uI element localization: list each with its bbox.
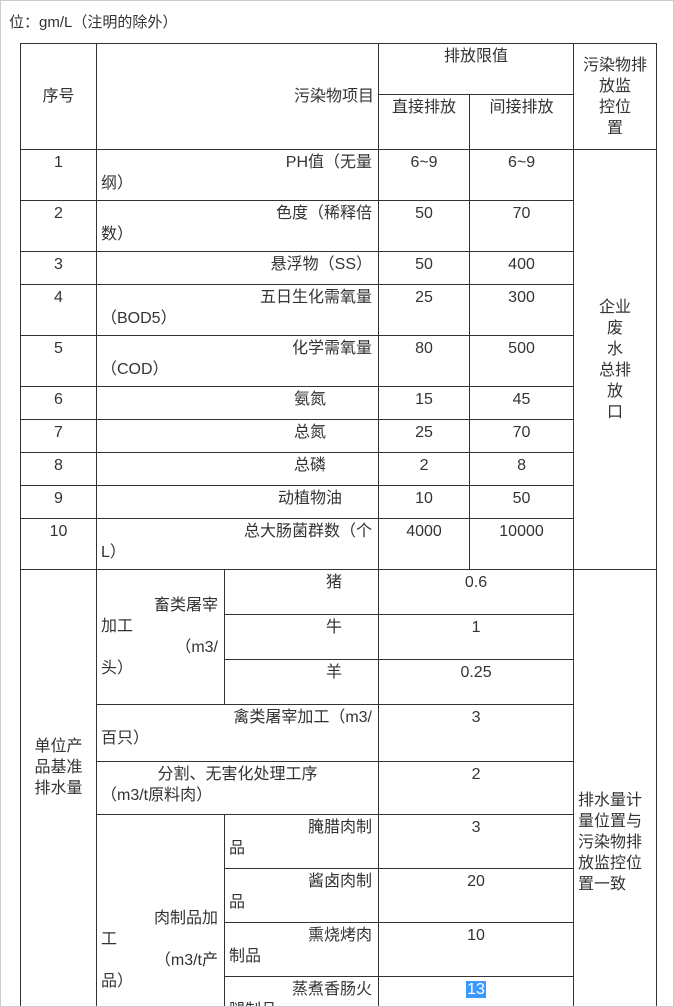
- pollutant-item: 悬浮物（SS）: [95, 251, 380, 285]
- direct-limit: 25: [378, 284, 471, 336]
- livestock-slaughter-cell: 畜类屠宰 加工 （m3/头）: [96, 569, 225, 705]
- table-row: 分割、无害化处理工序 （m3/t原料肉） 2: [21, 761, 657, 815]
- pollutant-item: 色度（稀释倍 数）: [95, 200, 380, 252]
- indirect-limit: 8: [469, 452, 575, 486]
- segmentation-cell: 分割、无害化处理工序 （m3/t原料肉）: [95, 761, 380, 815]
- direct-limit: 25: [378, 419, 471, 453]
- pollutant-item: 总磷: [95, 452, 380, 486]
- pollutant-item: 五日生化需氧量 （BOD5）: [95, 284, 380, 336]
- indirect-limit: 70: [469, 200, 575, 252]
- animal-type: 猪: [223, 569, 380, 615]
- direct-limit: 2: [378, 452, 471, 486]
- meat-product-type: 熏烧烤肉 制品: [223, 922, 380, 977]
- row-no: 1: [20, 149, 97, 201]
- direct-limit: 50: [378, 200, 471, 252]
- meat-product-type: 蒸煮香肠火腿制品: [223, 976, 380, 1006]
- drainage-measure-note: 排水量计 量位置与 污染物排 放监控位 置一致: [573, 569, 658, 1006]
- poultry-slaughter-cell: 禽类屠宰加工（m3/百只）: [95, 704, 380, 762]
- baseline-value: 2: [378, 761, 575, 815]
- discharge-standards-table: 序号 污染物项目 排放限值 污染物排 放监 控位 置 直接排放 间接排放 1 P…: [20, 43, 658, 1006]
- row-no: 6: [20, 386, 97, 420]
- meat-product-type: 酱卤肉制品: [223, 868, 380, 923]
- table-row: 7 总氮 25 70: [20, 419, 657, 453]
- row-no: 5: [20, 335, 97, 387]
- header-no: 序号: [20, 43, 97, 150]
- baseline-value: 3: [378, 814, 575, 869]
- table-row: 禽类屠宰加工（m3/百只） 3: [21, 704, 657, 762]
- header-direct: 直接排放: [378, 94, 471, 150]
- row-no: 9: [20, 485, 97, 519]
- baseline-value: 10: [378, 922, 575, 977]
- table-row: 蒸煮香肠火腿制品 13: [21, 976, 657, 1006]
- table-row: 4 五日生化需氧量 （BOD5） 25 300: [20, 284, 657, 336]
- header-limits: 排放限值: [378, 43, 575, 95]
- table-row: 10 总大肠菌群数（个 L） 4000 10000: [20, 518, 657, 570]
- row-no: 10: [20, 518, 97, 570]
- table-row: 羊 0.25: [21, 659, 657, 705]
- row-no: 4: [20, 284, 97, 336]
- table-row: 9 动植物油 10 50: [20, 485, 657, 519]
- pollutant-item: 动植物油: [95, 485, 380, 519]
- outfall-note: 企业 废 水 总排 放 口: [573, 149, 658, 570]
- direct-limit: 15: [378, 386, 471, 420]
- pollutant-item: 化学需氧量 （COD）: [95, 335, 380, 387]
- table-row: 酱卤肉制品 20: [21, 868, 657, 923]
- pollutant-item: PH值（无量 纲）: [95, 149, 380, 201]
- pollutant-item: 氨氮: [95, 386, 380, 420]
- indirect-limit: 300: [469, 284, 575, 336]
- header-monitor-position: 污染物排 放监 控位 置: [573, 43, 658, 150]
- table-row: 1 PH值（无量 纲） 6~9 6~9 企业 废 水 总排 放 口: [20, 149, 658, 570]
- indirect-limit: 45: [469, 386, 575, 420]
- direct-limit: 4000: [378, 518, 471, 570]
- baseline-value: 0.6: [378, 569, 575, 615]
- selected-value[interactable]: 13: [466, 981, 486, 998]
- header-row-1: 序号 污染物项目 排放限值 污染物排 放监 控位 置: [20, 43, 658, 150]
- indirect-limit: 6~9: [469, 149, 575, 201]
- indirect-limit: 70: [469, 419, 575, 453]
- baseline-value-selected: 13: [378, 976, 575, 1006]
- pollutant-item: 总氮: [95, 419, 380, 453]
- header-row-2: 直接排放 间接排放: [21, 94, 657, 150]
- animal-type: 牛: [223, 614, 380, 660]
- header-item: 污染物项目: [95, 43, 380, 150]
- direct-limit: 6~9: [378, 149, 471, 201]
- direct-limit: 10: [378, 485, 471, 519]
- unit-note: 位：gm/L（注明的除外）: [9, 14, 178, 31]
- pollutant-item: 总大肠菌群数（个 L）: [95, 518, 380, 570]
- direct-limit: 80: [378, 335, 471, 387]
- indirect-limit: 500: [469, 335, 575, 387]
- baseline-label: 单位产 品基准 排水量: [20, 569, 97, 1006]
- table-row: 熏烧烤肉 制品 10: [21, 922, 657, 977]
- row-no: 2: [20, 200, 97, 252]
- header-indirect: 间接排放: [469, 94, 575, 150]
- table-row: 8 总磷 2 8: [20, 452, 657, 486]
- direct-limit: 50: [378, 251, 471, 285]
- baseline-value: 3: [378, 704, 575, 762]
- baseline-value: 0.25: [378, 659, 575, 705]
- table-row: 肉制品加工（m3/t产 品） 腌腊肉制品 3: [21, 814, 657, 1006]
- table-row: 5 化学需氧量 （COD） 80 500: [20, 335, 657, 387]
- indirect-limit: 10000: [469, 518, 575, 570]
- indirect-limit: 50: [469, 485, 575, 519]
- baseline-value: 1: [378, 614, 575, 660]
- table-row: 牛 1: [21, 614, 657, 660]
- table-row: 单位产 品基准 排水量 畜类屠宰 加工 （m3/头） 猪 0.6 排水量计 量位置与…: [20, 569, 658, 1006]
- table-row: 3 悬浮物（SS） 50 400: [20, 251, 657, 285]
- row-no: 7: [20, 419, 97, 453]
- row-no: 8: [20, 452, 97, 486]
- meat-processing-cell: 肉制品加工（m3/t产 品）: [96, 814, 225, 1006]
- table-row: 2 色度（稀释倍 数） 50 70: [20, 200, 657, 252]
- table-row: 6 氨氮 15 45: [20, 386, 657, 420]
- row-no: 3: [20, 251, 97, 285]
- meat-product-type: 腌腊肉制品: [223, 814, 380, 869]
- indirect-limit: 400: [469, 251, 575, 285]
- animal-type: 羊: [223, 659, 380, 705]
- baseline-value: 20: [378, 868, 575, 923]
